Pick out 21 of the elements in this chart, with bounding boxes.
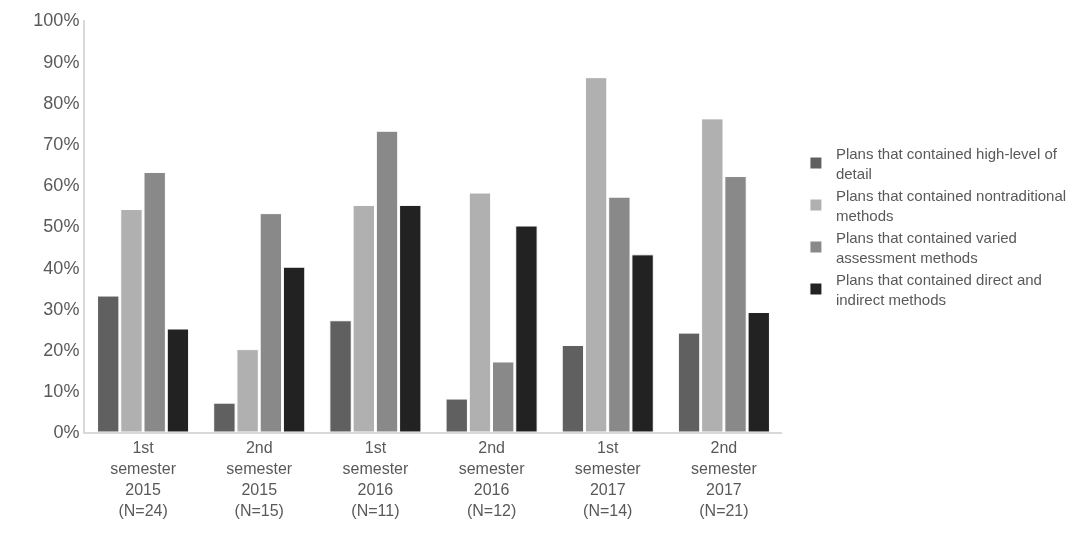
y-tick-label: 60% [43,175,80,196]
legend-label: Plans that contained high-level of detail [835,145,1058,182]
x-tick-label: 1st semester 2017 (N=14) [574,439,642,519]
y-tick-label: 30% [43,298,80,319]
y-tick-label: 20% [43,339,80,360]
y-tick-label: 50% [43,216,80,237]
y-tick-label: 40% [43,257,80,278]
y-tick-label: 70% [43,133,80,154]
x-tick-label: 1st semester 2016 (N=11) [342,439,409,519]
y-tick-label: 0% [53,422,80,443]
legend-label: Plans that contained varied assessment methods [835,229,1017,266]
x-tick-label: 2nd semester 2015 (N=15) [226,439,293,519]
x-tick-label: 2nd semester 2017 (N=21) [691,439,758,519]
legend-label: Plans that contained direct and indirect methods [835,271,1042,308]
y-tick-label: 90% [43,51,80,72]
x-tick-label: 2nd semester 2016 (N=12) [458,439,526,519]
y-tick-label: 100% [33,10,80,31]
legend-label: Plans that contained nontraditional methods [835,187,1067,224]
y-tick-label: 80% [43,92,80,113]
y-tick-label: 10% [43,381,80,402]
x-tick-label: 1st semester 2015 (N=24) [110,439,177,519]
